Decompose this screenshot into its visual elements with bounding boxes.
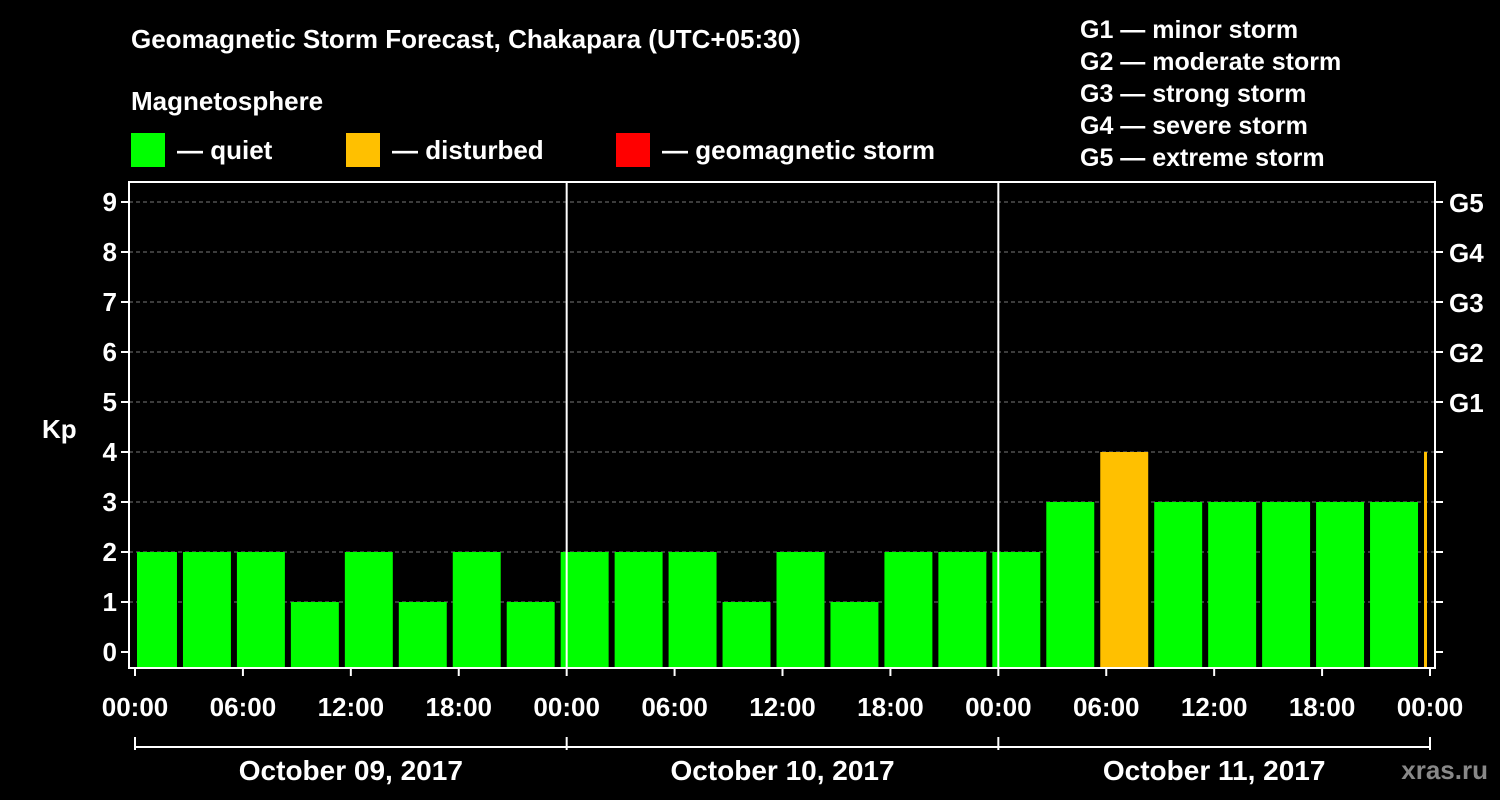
x-tick-label: 00:00: [965, 692, 1032, 722]
kp-bar: [452, 552, 501, 668]
kp-bar: [1046, 502, 1095, 668]
g-scale-label: G1: [1449, 388, 1484, 418]
watermark: xras.ru: [1401, 755, 1488, 785]
kp-bar: [830, 602, 879, 668]
kp-bar: [1100, 452, 1149, 668]
kp-bar: [236, 552, 285, 668]
legend-label-quiet: — quiet: [177, 134, 273, 165]
kp-bar: [182, 552, 231, 668]
legend-swatch-disturbed: [346, 133, 380, 167]
legend-item-quiet: — quiet: [131, 133, 272, 167]
storm-scale-g1: G1 — minor storm: [1080, 16, 1299, 44]
x-tick-label: 12:00: [318, 692, 385, 722]
kp-bar: [776, 552, 825, 668]
legend-label-disturbed: — disturbed: [392, 134, 544, 165]
y-tick-label: 4: [103, 437, 118, 467]
x-tick-label: 12:00: [749, 692, 816, 722]
kp-bar: [938, 552, 987, 668]
day-label: October 09, 2017: [239, 755, 463, 786]
kp-bar: [722, 602, 771, 668]
kp-bar: [614, 552, 663, 668]
y-tick-label: 2: [103, 537, 117, 567]
x-tick-label: 18:00: [1289, 692, 1356, 722]
x-tick-label: 00:00: [533, 692, 600, 722]
y-tick-label: 7: [103, 287, 117, 317]
x-tick-label: 12:00: [1181, 692, 1248, 722]
g-scale-label: G5: [1449, 188, 1484, 218]
x-tick-label: 06:00: [210, 692, 277, 722]
y-tick-label: 6: [103, 337, 117, 367]
kp-bar: [1316, 502, 1365, 668]
y-tick-label: 5: [103, 387, 117, 417]
x-tick-label: 06:00: [641, 692, 708, 722]
y-tick-label: 0: [103, 637, 117, 667]
kp-bar: [506, 602, 555, 668]
legend-item-disturbed: — disturbed: [346, 133, 544, 167]
x-tick-label: 06:00: [1073, 692, 1140, 722]
kp-bar: [992, 552, 1041, 668]
g-scale-label: G3: [1449, 288, 1484, 318]
x-tick-label: 18:00: [857, 692, 924, 722]
kp-bar: [290, 602, 339, 668]
storm-scale-g2: G2 — moderate storm: [1080, 48, 1342, 76]
kp-bar: [560, 552, 609, 668]
kp-bar: [344, 552, 393, 668]
chart-title: Geomagnetic Storm Forecast, Chakapara (U…: [131, 24, 801, 54]
kp-bar: [137, 552, 177, 668]
y-axis-label: Kp: [42, 414, 77, 444]
storm-scale-legend: G1 — minor storm G2 — moderate storm G3 …: [1080, 14, 1341, 174]
kp-bar: [1208, 502, 1257, 668]
y-tick-label: 8: [103, 237, 117, 267]
y-tick-label: 1: [103, 587, 117, 617]
x-tick-label: 18:00: [426, 692, 493, 722]
g-scale-label: G2: [1449, 338, 1484, 368]
legend-title: Magnetosphere: [131, 86, 324, 116]
kp-bar: [1154, 502, 1203, 668]
legend-item-storm: — geomagnetic storm: [616, 133, 935, 167]
x-tick-label: 00:00: [102, 692, 169, 722]
g-scale-label: G4: [1449, 238, 1484, 268]
legend-swatch-quiet: [131, 133, 165, 167]
y-tick-label: 9: [103, 187, 117, 217]
kp-bar: [1370, 502, 1419, 668]
day-label: October 11, 2017: [1103, 755, 1326, 786]
x-tick-label: 00:00: [1397, 692, 1464, 722]
storm-scale-g5: G5 — extreme storm: [1080, 144, 1325, 172]
kp-bar: [884, 552, 933, 668]
storm-scale-g4: G4 — severe storm: [1080, 112, 1308, 140]
storm-scale-g3: G3 — strong storm: [1080, 80, 1307, 108]
kp-bar: [1424, 452, 1427, 668]
kp-bar: [668, 552, 717, 668]
legend-swatch-storm: [616, 133, 650, 167]
y-tick-label: 3: [103, 487, 117, 517]
kp-bar: [398, 602, 447, 668]
kp-bar: [1262, 502, 1311, 668]
legend-label-storm: — geomagnetic storm: [662, 134, 936, 165]
day-label: October 10, 2017: [670, 755, 894, 786]
